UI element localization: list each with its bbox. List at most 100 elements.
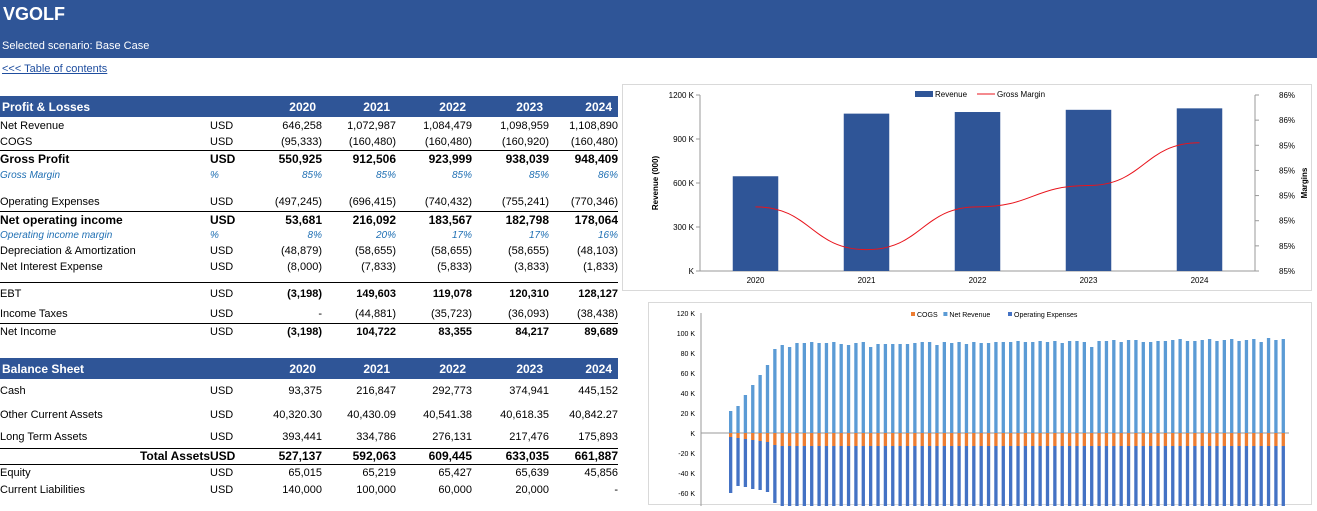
year-header: 2023: [472, 358, 550, 379]
value-cell: 216,847: [356, 385, 397, 397]
net-revenue-bar: [891, 344, 895, 433]
y-tick-label: 120 K: [677, 311, 696, 318]
opex-bar: [729, 437, 733, 493]
cogs-bar: [1082, 433, 1086, 446]
opex-bar: [765, 442, 770, 492]
opex-bar: [1200, 446, 1204, 510]
row-label: Other Current Assets: [0, 408, 103, 421]
cogs-bar: [927, 433, 932, 446]
cogs-bar: [1274, 433, 1278, 446]
opex-bar: [883, 446, 888, 508]
currency-cell: USD: [210, 408, 234, 421]
value-cell: (3,198): [248, 281, 322, 305]
year-header: 2021: [322, 96, 396, 117]
revenue-bar: [843, 113, 890, 271]
opex-bar: [1163, 446, 1168, 510]
net-revenue-bar: [1045, 342, 1050, 433]
net-revenue-bar: [1185, 341, 1190, 433]
opex-bar: [950, 446, 954, 509]
value-cell: 40,430.09: [347, 408, 397, 421]
row-label: Gross Profit: [0, 149, 210, 167]
currency-cell: USD: [210, 245, 234, 257]
cogs-bar: [1009, 433, 1013, 446]
net-revenue-bar: [832, 342, 836, 433]
net-revenue-bar: [905, 344, 910, 433]
value-cell: 912,506: [322, 149, 396, 167]
net-revenue-bar: [1230, 339, 1234, 433]
value-cell: 85%: [528, 170, 549, 181]
cogs-bar: [1141, 433, 1145, 446]
value-cell: 633,035: [472, 447, 550, 464]
cogs-bar: [817, 433, 821, 446]
opex-bar: [736, 438, 740, 486]
value-cell: 445,152: [578, 385, 619, 397]
value-cell: 938,039: [472, 149, 549, 167]
opex-bar: [1266, 446, 1271, 510]
cogs-bar: [839, 433, 843, 446]
cogs-bar: [964, 433, 969, 446]
y-tick-label: 300 K: [673, 223, 695, 232]
net-revenue-bar: [1031, 342, 1035, 433]
table-row: Income Taxes USD - (44,881) (35,723) (36,093)…: [0, 305, 618, 323]
cogs-bar: [1097, 433, 1101, 446]
cogs-bar: [1163, 433, 1168, 446]
value-cell: (160,480): [348, 135, 396, 148]
net-revenue-bar: [743, 395, 748, 433]
legend-label: Net Revenue: [949, 312, 990, 319]
value-cell: (7,833): [361, 261, 396, 273]
net-revenue-bar: [1163, 341, 1168, 433]
opex-bar: [1134, 446, 1138, 510]
net-revenue-bar: [1171, 340, 1175, 433]
net-revenue-bar: [1104, 341, 1109, 433]
y-tick-label: 40 K: [681, 391, 696, 398]
opex-bar: [898, 446, 902, 508]
opex-bar: [1207, 446, 1212, 510]
legend-label: COGS: [917, 312, 938, 319]
net-revenue-bar: [1038, 341, 1042, 433]
net-revenue-bar: [1141, 342, 1145, 433]
opex-bar: [839, 446, 843, 508]
value-cell: 393,441: [282, 430, 323, 443]
revenue-bar: [954, 112, 1001, 271]
opex-bar: [780, 446, 784, 506]
value-cell: -: [318, 307, 322, 320]
cogs-bar: [846, 433, 851, 446]
cogs-bar: [1053, 433, 1057, 446]
x-tick-label: 2021: [858, 276, 876, 285]
net-revenue-bar: [817, 343, 821, 433]
net-revenue-bar: [758, 375, 762, 433]
value-cell: -: [614, 483, 619, 496]
table-of-contents-link[interactable]: <<< Table of contents: [2, 63, 108, 75]
cogs-bar: [935, 433, 939, 446]
opex-bar: [1045, 446, 1050, 509]
net-revenue-bar: [795, 343, 799, 433]
net-revenue-bar: [1266, 338, 1271, 433]
net-revenue-bar: [1244, 340, 1249, 433]
revenue-bar: [1176, 108, 1223, 271]
value-cell: 40,320.30: [273, 408, 323, 421]
cogs-bar: [1104, 433, 1109, 446]
net-revenue-bar: [1259, 342, 1263, 433]
opex-bar: [802, 446, 806, 507]
net-revenue-bar: [876, 344, 880, 433]
net-revenue-bar: [994, 342, 998, 433]
cogs-bar: [972, 433, 976, 446]
cogs-bar: [869, 433, 873, 446]
opex-bar: [935, 446, 939, 509]
currency-cell: USD: [210, 119, 234, 132]
net-revenue-bar: [824, 343, 829, 433]
value-cell: 16%: [597, 230, 618, 241]
row-label: Long Term Assets: [0, 430, 88, 443]
opex-bar: [905, 446, 910, 508]
opex-bar: [1178, 446, 1182, 510]
opex-bar: [1104, 446, 1109, 510]
net-revenue-bar: [736, 406, 740, 433]
opex-bar: [1274, 446, 1278, 510]
opex-bar: [846, 446, 851, 508]
row-label: Net Revenue: [0, 119, 65, 132]
net-revenue-bar: [1281, 339, 1285, 433]
value-cell: 20,000: [515, 483, 550, 496]
table-row: Other Current Assets USD 40,320.30 40,430.0…: [0, 403, 618, 426]
net-revenue-bar: [869, 347, 873, 433]
cogs-bar: [1171, 433, 1175, 446]
